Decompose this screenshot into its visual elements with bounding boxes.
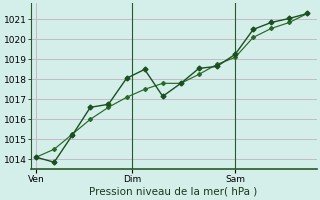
X-axis label: Pression niveau de la mer( hPa ): Pression niveau de la mer( hPa )	[90, 187, 258, 197]
